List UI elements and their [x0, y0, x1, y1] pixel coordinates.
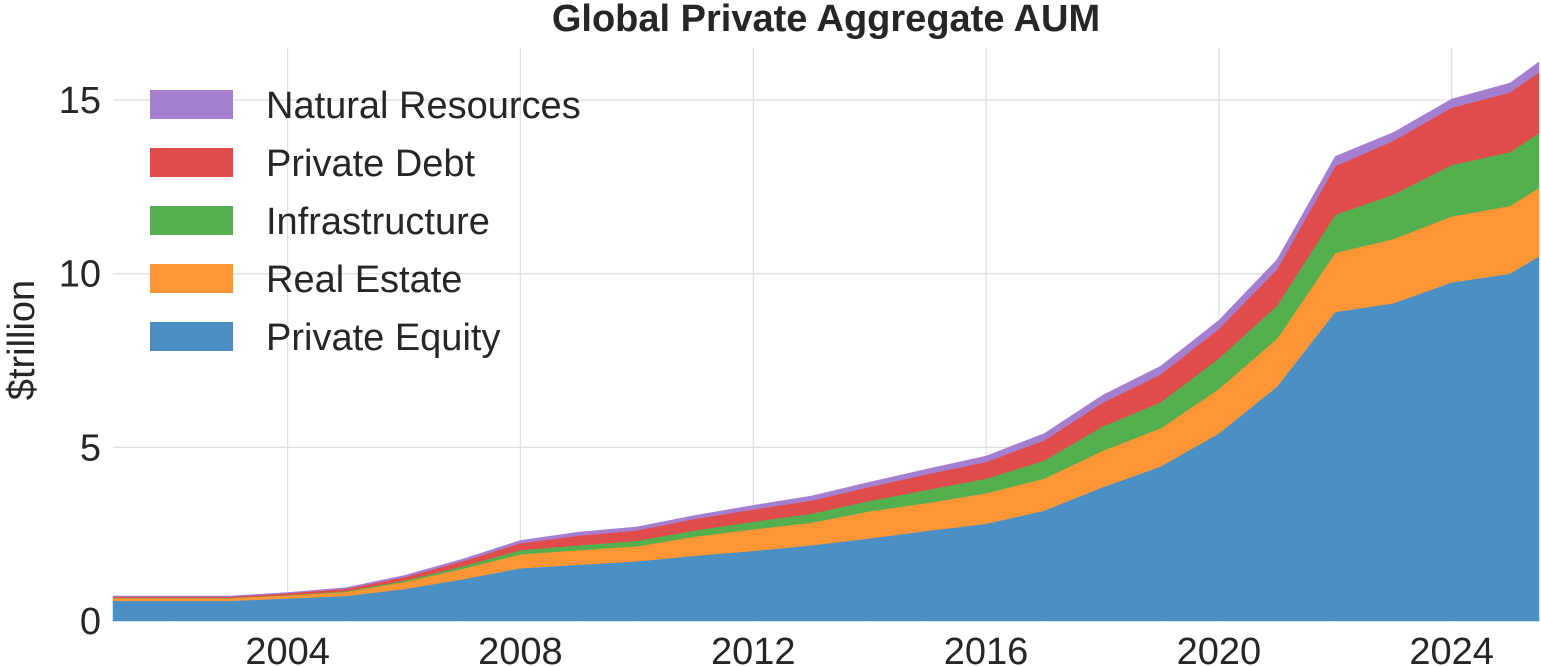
legend-label-infrastructure: Infrastructure — [266, 201, 490, 243]
x-tick-label-2008: 2008 — [478, 631, 563, 666]
x-tick-label-2004: 2004 — [245, 631, 330, 666]
legend-swatch-natural-resources — [150, 90, 233, 119]
y-tick-label-15: 15 — [59, 80, 101, 122]
chart-title: Global Private Aggregate AUM — [552, 0, 1100, 40]
y-axis-ticks: 0 5 10 15 — [59, 80, 101, 643]
legend-swatch-private-equity — [150, 322, 233, 351]
y-tick-label-10: 10 — [59, 254, 101, 296]
y-tick-label-5: 5 — [80, 427, 101, 469]
x-tick-label-2020: 2020 — [1177, 631, 1262, 666]
legend-label-private-equity: Private Equity — [266, 317, 500, 359]
x-axis-ticks: 2004 2008 2012 2016 2020 2024 — [245, 631, 1494, 666]
legend-swatch-private-debt — [150, 148, 233, 177]
legend-label-real-estate: Real Estate — [266, 259, 462, 301]
x-tick-label-2024: 2024 — [1409, 631, 1494, 666]
legend-label-private-debt: Private Debt — [266, 143, 476, 185]
y-tick-label-0: 0 — [80, 601, 101, 643]
area-series — [112, 61, 1540, 622]
legend-swatch-infrastructure — [150, 206, 233, 235]
legend-label-natural-resources: Natural Resources — [266, 85, 581, 127]
area-natural-resources — [112, 61, 1540, 597]
legend: Natural Resources Private Debt Infrastruct… — [150, 85, 581, 359]
x-tick-label-2016: 2016 — [944, 631, 1029, 666]
x-tick-label-2012: 2012 — [711, 631, 796, 666]
y-axis-label: $trillion — [1, 280, 43, 400]
legend-swatch-real-estate — [150, 264, 233, 293]
